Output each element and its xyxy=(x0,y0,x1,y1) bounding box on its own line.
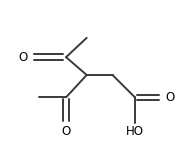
Text: HO: HO xyxy=(126,125,144,138)
Text: O: O xyxy=(61,125,71,138)
Text: O: O xyxy=(18,51,28,64)
Text: O: O xyxy=(165,91,175,104)
